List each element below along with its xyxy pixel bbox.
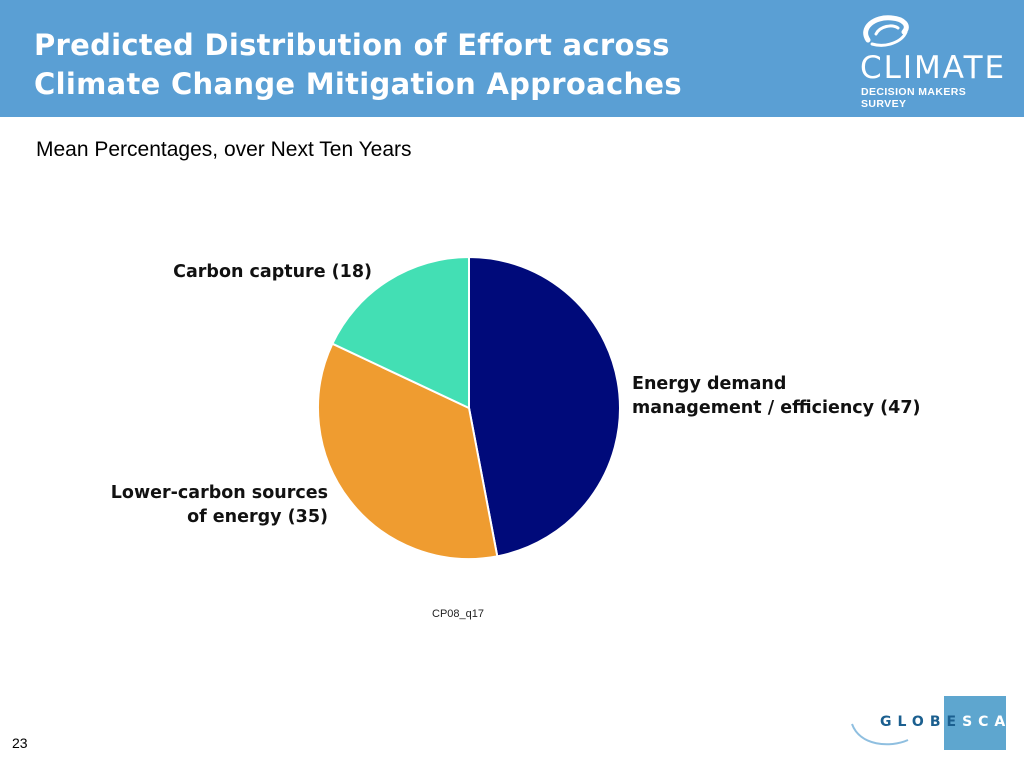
title-line-1: Predicted Distribution of Effort across: [34, 28, 670, 62]
page-number: 23: [12, 735, 28, 751]
slice-label-carbon-capture: Carbon capture (18): [173, 262, 372, 282]
logo-subtitle: DECISION MAKERS SURVEY: [861, 86, 967, 110]
page-title: Predicted Distribution of Effort across …: [34, 26, 794, 104]
slice-label-energy-demand-line1: Energy demand: [632, 374, 786, 394]
globescan-text-light: SCAN: [962, 714, 1024, 730]
globescan-text-dark: GLOBE: [880, 714, 963, 730]
slice-label-lower-carbon-line2: of energy (35): [187, 507, 328, 527]
pie-slice-carbon-capture: [331, 255, 470, 410]
chart-subtitle: Mean Percentages, over Next Ten Years: [36, 138, 412, 161]
pie-slice-energy-demand: [468, 255, 621, 558]
globescan-wordmark: GLOBESCAN: [880, 714, 1024, 730]
globescan-box: [944, 696, 1006, 750]
slice-label-energy-demand-line2: management / efficiency (47): [632, 398, 921, 418]
pie-slice-lower-carbon: [317, 342, 499, 560]
swoosh-icon: [851, 723, 909, 746]
title-line-2: Climate Change Mitigation Approaches: [34, 67, 682, 101]
source-code: CP08_q17: [432, 608, 484, 620]
globe-swirl-icon: [863, 15, 909, 47]
logo-wordmark: CLIMATE: [860, 50, 1007, 86]
globescan-logo: GLOBESCAN: [850, 694, 1023, 750]
slice-label-lower-carbon-line1: Lower-carbon sources: [111, 483, 328, 503]
climate-survey-logo: CLIMATE DECISION MAKERS SURVEY: [850, 14, 1010, 110]
header-bar: Predicted Distribution of Effort across …: [0, 0, 1024, 117]
